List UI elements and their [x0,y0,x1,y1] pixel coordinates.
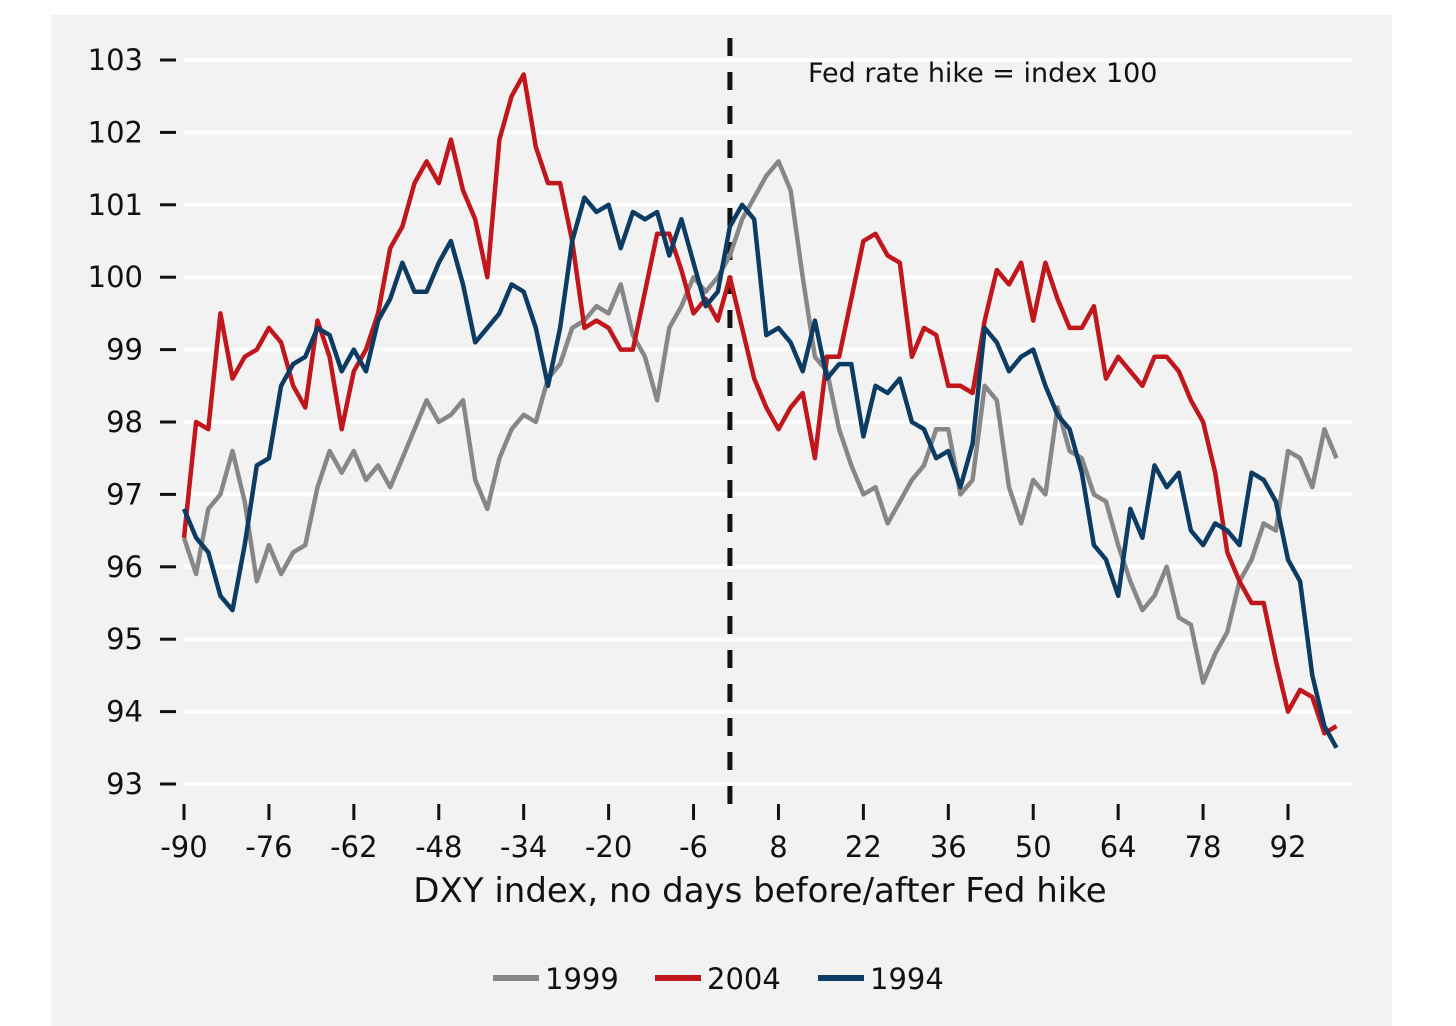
x-tick-label: -76 [245,830,292,864]
y-tick-label: 97 [106,477,143,511]
legend-label-1994: 1994 [870,962,944,996]
legend: 1999 2004 1994 [493,962,944,996]
legend-label-2004: 2004 [707,962,781,996]
x-tick-label: 8 [769,830,787,864]
x-axis: -90 -76 -62 -48 -34 -20 -6 8 22 36 50 64 78 92 [160,804,1306,864]
x-tick-label: -6 [679,830,708,864]
x-tick-label: 50 [1015,830,1052,864]
y-axis: 93 94 95 96 97 98 99 100 101 102 103 [88,43,176,801]
x-tick-label: 22 [845,830,882,864]
series-line-1994 [181,195,1339,749]
x-tick-label: -90 [160,830,207,864]
y-tick-label: 95 [106,622,143,656]
y-tick-label: 93 [106,767,143,801]
x-tick-label: 92 [1270,830,1307,864]
x-tick-label: 78 [1185,830,1222,864]
y-tick-label: 99 [106,333,143,367]
y-tick-label: 101 [88,188,143,222]
y-tick-label: 94 [106,695,143,729]
series-line-1999 [181,159,1339,685]
legend-label-1999: 1999 [545,962,619,996]
chart-background [51,15,1392,1026]
x-tick-label: 36 [930,830,967,864]
x-tick-label: -20 [585,830,632,864]
x-tick-label: -48 [415,830,462,864]
y-tick-label: 96 [106,550,143,584]
y-tick-label: 100 [88,260,143,294]
x-axis-label: DXY index, no days before/after Fed hike [413,871,1106,911]
y-tick-label: 102 [88,115,143,149]
x-tick-label: -34 [500,830,547,864]
y-tick-label: 98 [106,405,143,439]
x-tick-label: -62 [330,830,377,864]
series-line-2004 [181,72,1338,736]
gridlines [184,58,1352,786]
y-tick-label: 103 [88,43,143,77]
series-lines [181,72,1339,749]
x-tick-label: 64 [1100,830,1137,864]
annotation-text: Fed rate hike = index 100 [808,58,1157,89]
